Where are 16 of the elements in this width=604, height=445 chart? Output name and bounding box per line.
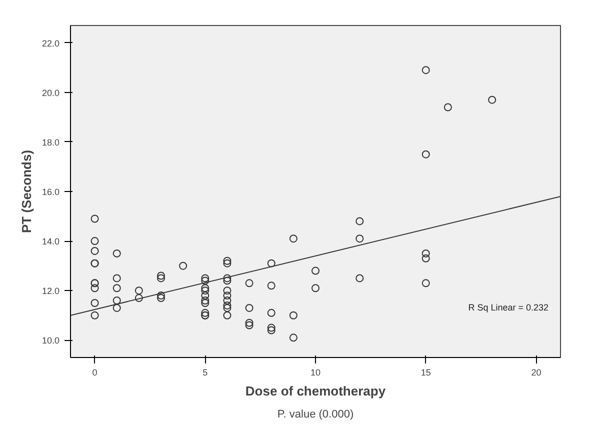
y-tick-label: 18.0	[42, 137, 60, 148]
y-tick-label: 14.0	[42, 236, 60, 247]
y-axis-title: PT (Seconds)	[18, 150, 34, 234]
y-tick-label: 12.0	[42, 286, 60, 296]
y-tick-label: 22.0	[42, 38, 60, 48]
x-tick-label: 0	[92, 368, 98, 378]
y-tick-label: 16.0	[42, 187, 60, 197]
y-tick-label: 20.0	[42, 88, 60, 98]
x-tick-label: 10	[310, 368, 321, 378]
x-axis-title: Dose of chemotherapy	[245, 384, 386, 398]
x-tick-label: 20	[531, 368, 542, 378]
annotation: R Sq Linear = 0.232	[468, 302, 549, 312]
text: P. value (0.000)	[277, 408, 354, 420]
x-tick-label: 5	[202, 368, 208, 378]
x-tick-label: 15	[420, 368, 431, 378]
y-tick-label: 10.0	[42, 336, 60, 346]
